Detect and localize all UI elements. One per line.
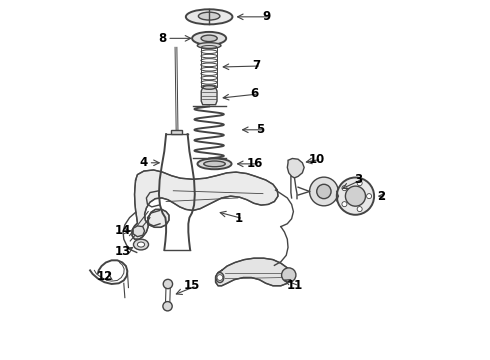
Ellipse shape <box>137 242 145 247</box>
Circle shape <box>217 275 223 280</box>
Text: 6: 6 <box>250 87 258 100</box>
Circle shape <box>357 207 362 212</box>
Circle shape <box>367 194 371 199</box>
Circle shape <box>310 177 338 206</box>
Text: 3: 3 <box>354 173 362 186</box>
Ellipse shape <box>133 239 148 250</box>
Text: 2: 2 <box>377 190 385 203</box>
Text: 12: 12 <box>97 270 113 283</box>
Circle shape <box>163 279 172 289</box>
Circle shape <box>317 184 331 199</box>
Ellipse shape <box>203 86 216 89</box>
Ellipse shape <box>201 35 217 41</box>
Polygon shape <box>287 158 304 178</box>
Text: 8: 8 <box>158 32 167 45</box>
Polygon shape <box>133 226 145 237</box>
Polygon shape <box>172 130 182 134</box>
Circle shape <box>282 268 296 282</box>
Ellipse shape <box>204 161 225 167</box>
Text: 7: 7 <box>252 59 261 72</box>
Ellipse shape <box>197 42 221 48</box>
Text: 16: 16 <box>247 157 263 170</box>
Circle shape <box>337 177 374 215</box>
Ellipse shape <box>198 12 220 20</box>
Polygon shape <box>132 170 278 239</box>
Text: 13: 13 <box>114 244 130 257</box>
Circle shape <box>163 302 172 311</box>
Text: 9: 9 <box>262 10 270 23</box>
Text: 14: 14 <box>115 224 131 238</box>
Circle shape <box>357 181 362 186</box>
Text: 10: 10 <box>309 153 325 166</box>
Ellipse shape <box>192 32 226 45</box>
Circle shape <box>345 186 366 206</box>
Circle shape <box>342 202 347 207</box>
Polygon shape <box>201 87 217 105</box>
Polygon shape <box>216 258 291 286</box>
Ellipse shape <box>216 273 224 283</box>
Text: 5: 5 <box>256 123 264 136</box>
Circle shape <box>342 186 347 191</box>
Ellipse shape <box>186 9 232 24</box>
Text: 4: 4 <box>140 156 148 169</box>
Text: 1: 1 <box>235 212 243 225</box>
Text: 11: 11 <box>286 279 303 292</box>
Ellipse shape <box>197 158 232 169</box>
Text: 15: 15 <box>184 279 200 292</box>
